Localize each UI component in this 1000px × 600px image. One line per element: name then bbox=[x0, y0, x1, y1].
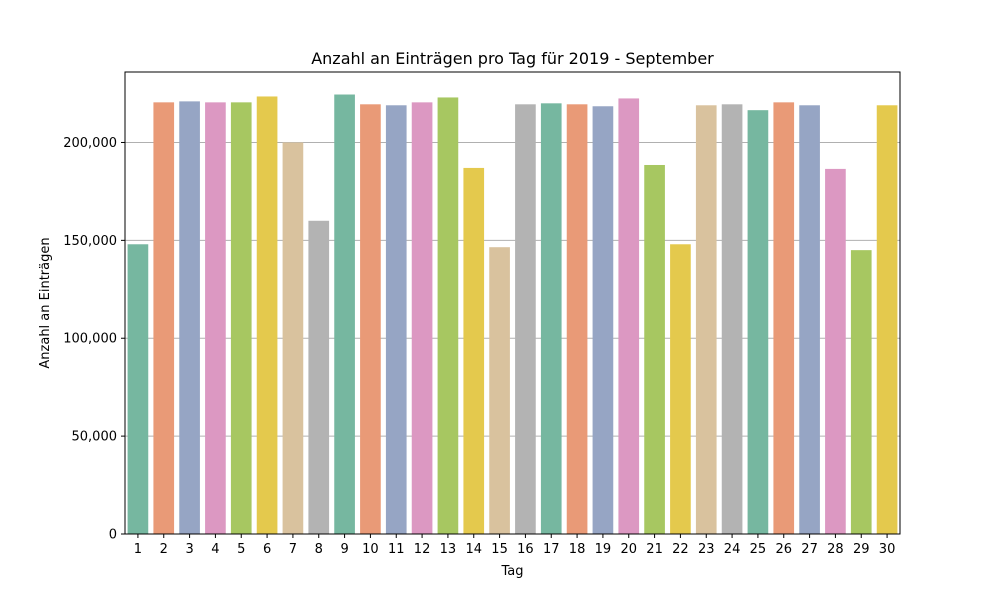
bar-day-30 bbox=[876, 105, 898, 534]
x-tick-label: 17 bbox=[543, 542, 560, 557]
x-tick-label: 28 bbox=[827, 542, 844, 557]
bar-day-28 bbox=[825, 168, 846, 535]
bar-day-25 bbox=[747, 110, 769, 534]
bar-day-11 bbox=[385, 105, 407, 534]
x-tick-label: 7 bbox=[289, 542, 297, 557]
bar-day-2 bbox=[153, 102, 175, 534]
bar-day-13 bbox=[437, 97, 459, 534]
bar-day-20 bbox=[618, 98, 640, 534]
bar-day-17 bbox=[540, 103, 562, 535]
plot-frame bbox=[124, 71, 901, 535]
x-tick-label: 11 bbox=[388, 542, 405, 557]
y-axis-label: Anzahl an Einträgen bbox=[38, 237, 53, 368]
x-tick-label: 9 bbox=[340, 542, 348, 557]
x-tick-label: 2 bbox=[160, 542, 168, 557]
x-tick-label: 8 bbox=[315, 542, 323, 557]
bar-day-18 bbox=[566, 104, 588, 535]
x-tick-label: 18 bbox=[569, 542, 586, 557]
bar-day-6 bbox=[256, 96, 278, 534]
bar-day-8 bbox=[308, 220, 330, 534]
x-tick-label: 12 bbox=[414, 542, 431, 557]
bar-day-9 bbox=[334, 94, 355, 535]
bar-day-10 bbox=[360, 104, 381, 535]
x-axis-ticks: 1 2 3 4 5 6 7 8 9 10 11 12 13 14 15 16 17 18 19 20 21 22 23 24 2… bbox=[134, 534, 896, 557]
bars bbox=[127, 94, 898, 535]
x-tick-label: 24 bbox=[724, 542, 741, 557]
chart-title: Anzahl an Einträgen pro Tag für 2019 - S… bbox=[311, 49, 714, 68]
x-tick-label: 4 bbox=[211, 542, 219, 557]
x-tick-label: 27 bbox=[801, 542, 818, 557]
x-tick-label: 25 bbox=[750, 542, 767, 557]
bar-day-21 bbox=[644, 164, 665, 534]
bar-day-26 bbox=[773, 102, 795, 534]
bar-day-14 bbox=[463, 167, 485, 535]
x-tick-label: 30 bbox=[879, 542, 896, 557]
x-tick-label: 16 bbox=[517, 542, 534, 557]
bar-day-4 bbox=[205, 102, 226, 534]
bar-day-27 bbox=[799, 105, 820, 534]
x-tick-label: 29 bbox=[853, 542, 870, 557]
y-tick-label: 0 bbox=[109, 528, 117, 543]
x-tick-label: 13 bbox=[440, 542, 457, 557]
x-tick-label: 22 bbox=[672, 542, 689, 557]
x-tick-label: 14 bbox=[465, 542, 482, 557]
y-tick-label: 100,000 bbox=[63, 332, 117, 347]
y-axis-ticks: 0 50,000 100,000 150,000 200,000 bbox=[63, 136, 125, 543]
y-tick-label: 50,000 bbox=[72, 430, 118, 445]
x-tick-label: 20 bbox=[620, 542, 637, 557]
x-tick-label: 23 bbox=[698, 542, 715, 557]
bar-day-5 bbox=[230, 102, 252, 534]
bar-day-29 bbox=[850, 250, 872, 534]
bar-day-1 bbox=[127, 244, 149, 534]
y-tick-label: 200,000 bbox=[63, 136, 117, 151]
x-tick-label: 10 bbox=[362, 542, 379, 557]
x-tick-label: 26 bbox=[775, 542, 792, 557]
y-gridlines bbox=[125, 141, 900, 437]
bar-day-7 bbox=[282, 142, 304, 534]
x-tick-label: 1 bbox=[134, 542, 142, 557]
bar-day-19 bbox=[592, 106, 614, 534]
bar-day-15 bbox=[489, 247, 510, 534]
bar-day-24 bbox=[721, 104, 743, 535]
bar-day-12 bbox=[411, 102, 433, 534]
x-tick-label: 5 bbox=[237, 542, 245, 557]
x-tick-label: 6 bbox=[263, 542, 271, 557]
bar-day-3 bbox=[179, 101, 200, 534]
y-tick-label: 150,000 bbox=[63, 234, 117, 249]
bar-day-16 bbox=[515, 104, 536, 535]
x-axis-label: Tag bbox=[500, 564, 523, 579]
x-tick-label: 19 bbox=[595, 542, 612, 557]
x-tick-label: 21 bbox=[646, 542, 663, 557]
x-tick-label: 15 bbox=[491, 542, 508, 557]
bar-day-22 bbox=[670, 244, 691, 534]
x-tick-label: 3 bbox=[185, 542, 193, 557]
bar-day-23 bbox=[695, 105, 717, 534]
